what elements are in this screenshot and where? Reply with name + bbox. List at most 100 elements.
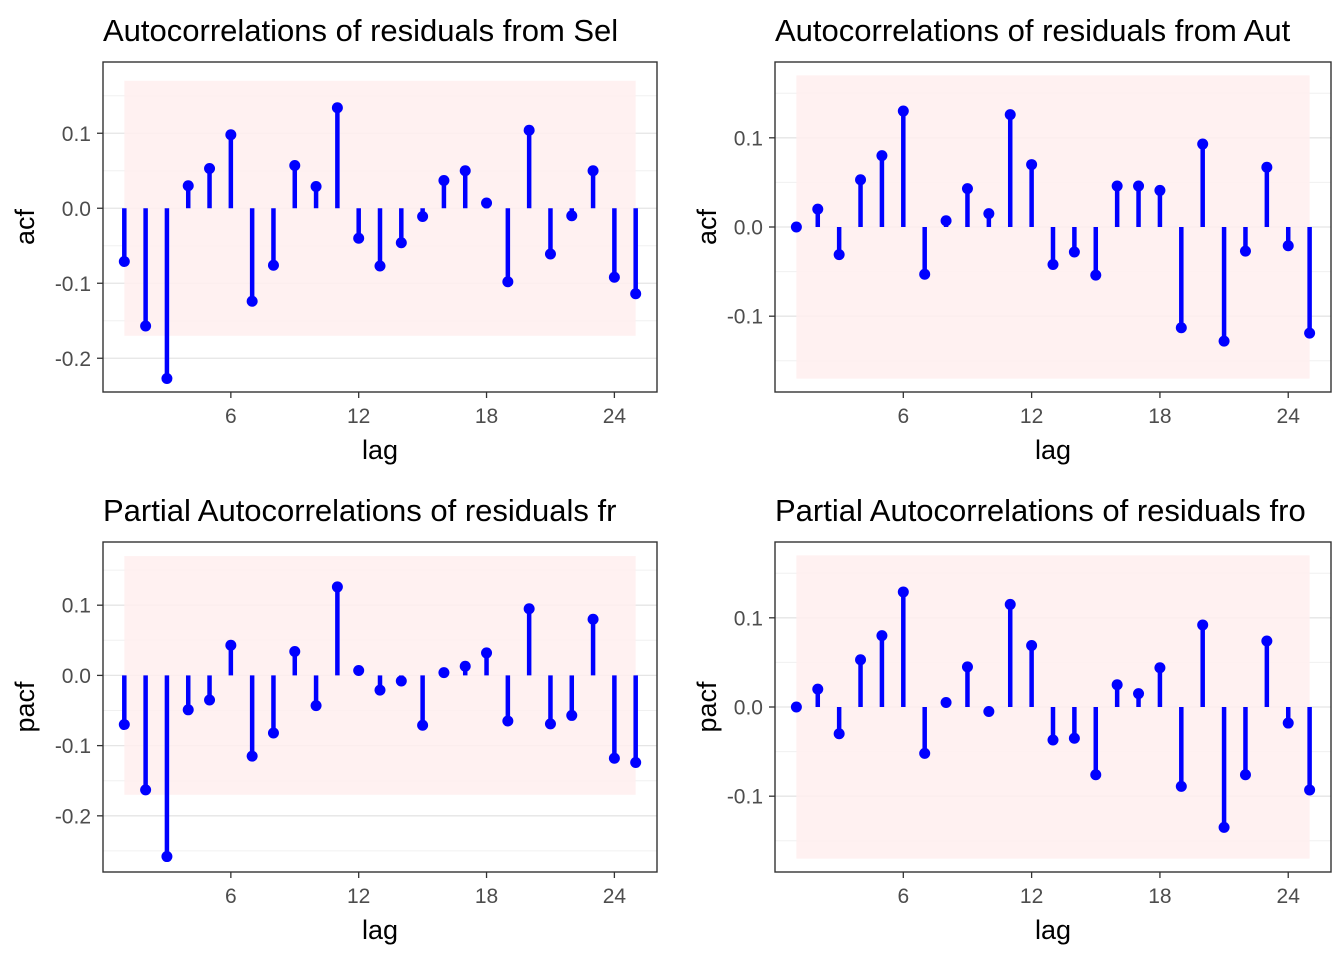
point-lag-17: [459, 660, 471, 672]
point-lag-15: [1090, 269, 1102, 281]
point-lag-21: [1218, 335, 1230, 347]
point-lag-6: [225, 129, 237, 141]
point-lag-5: [876, 150, 888, 162]
y-tick-label: -0.1: [55, 273, 91, 296]
point-lag-1: [790, 701, 802, 713]
point-lag-23: [1261, 635, 1273, 647]
x-tick-label: 6: [897, 885, 909, 908]
point-lag-24: [1282, 240, 1294, 252]
point-lag-7: [246, 295, 258, 307]
x-tick-label: 6: [225, 405, 237, 428]
point-lag-16: [438, 667, 450, 679]
x-tick-label: 12: [347, 405, 370, 428]
point-lag-13: [1047, 734, 1059, 746]
panel-4: 0.1 0.0 -0.1 6 12 18 24 lag pacf Partial Autocorr…: [692, 493, 1332, 945]
y-tick-label: 0.1: [734, 607, 763, 630]
point-lag-18: [1154, 662, 1166, 674]
y-tick-label: 0.1: [62, 123, 91, 146]
point-lag-3: [833, 249, 845, 261]
x-axis-title: lag: [362, 435, 398, 465]
point-lag-12: [1026, 159, 1038, 171]
point-lag-7: [246, 750, 258, 762]
point-lag-14: [1068, 732, 1080, 744]
point-lag-11: [1004, 109, 1016, 121]
point-lag-13: [374, 684, 386, 696]
x-tick-label: 24: [1277, 885, 1301, 908]
point-lag-17: [459, 165, 471, 177]
point-lag-17: [1133, 180, 1145, 192]
point-lag-2: [812, 203, 824, 215]
point-lag-4: [855, 654, 867, 666]
panel-frame: [102, 541, 658, 873]
y-tick-label: -0.1: [55, 735, 91, 758]
point-lag-18: [1154, 184, 1166, 196]
point-lag-2: [140, 320, 152, 332]
point-lag-3: [833, 728, 845, 740]
point-lag-16: [438, 175, 450, 186]
point-lag-6: [225, 639, 237, 651]
point-lag-9: [289, 160, 301, 171]
panel-3: 0.1 0.0 -0.1 -0.2 6 12 18 24 lag pacf Partial Auto…: [10, 493, 658, 945]
point-lag-23: [587, 165, 599, 177]
point-lag-21: [544, 248, 556, 260]
x-tick-label: 6: [897, 405, 909, 428]
y-axis-title: acf: [10, 208, 40, 245]
point-lag-2: [140, 784, 152, 796]
point-lag-13: [374, 260, 386, 272]
point-lag-20: [523, 124, 535, 136]
point-lag-7: [919, 268, 931, 280]
y-tick-label: -0.2: [55, 348, 91, 371]
point-lag-24: [1282, 717, 1294, 729]
point-lag-10: [310, 181, 322, 192]
point-lag-25: [630, 756, 642, 768]
point-lag-15: [1090, 769, 1102, 781]
panel-2: 0.1 0.0 -0.1 6 12 18 24 lag acf Autocorrelations …: [692, 13, 1332, 465]
x-tick-label: 18: [1148, 885, 1171, 908]
point-lag-12: [353, 232, 365, 244]
y-tick-label: -0.2: [55, 805, 91, 828]
point-lag-14: [395, 675, 407, 687]
x-axis-title: lag: [1035, 435, 1071, 465]
point-lag-2: [812, 683, 824, 695]
point-lag-8: [267, 259, 279, 271]
point-lag-14: [1068, 246, 1080, 258]
point-lag-3: [161, 851, 173, 863]
x-axis-title: lag: [362, 915, 398, 945]
point-lag-22: [1239, 769, 1251, 781]
point-lag-22: [566, 709, 578, 721]
chart-title: Partial Autocorrelations of residuals fr…: [775, 493, 1306, 528]
point-lag-25: [1304, 327, 1316, 339]
point-lag-19: [1175, 780, 1187, 792]
point-lag-1: [790, 221, 802, 233]
y-tick-label: 0.0: [62, 665, 91, 688]
x-tick-label: 24: [603, 405, 627, 428]
y-axis-title: pacf: [10, 681, 40, 733]
x-tick-label: 12: [347, 885, 370, 908]
x-tick-label: 24: [1277, 405, 1301, 428]
point-lag-24: [608, 752, 620, 764]
point-lag-7: [919, 747, 931, 759]
point-lag-22: [566, 210, 578, 222]
point-lag-9: [961, 183, 973, 195]
point-lag-3: [161, 373, 173, 384]
point-lag-4: [182, 704, 194, 716]
x-tick-label: 6: [225, 885, 237, 908]
point-lag-20: [1197, 619, 1209, 631]
point-lag-10: [310, 700, 322, 712]
point-lag-10: [983, 705, 995, 717]
x-tick-label: 24: [603, 885, 627, 908]
x-tick-label: 12: [1020, 405, 1043, 428]
point-lag-13: [1047, 258, 1059, 270]
y-tick-label: 0.0: [734, 697, 763, 720]
point-lag-1: [118, 256, 130, 267]
point-lag-6: [897, 586, 909, 598]
point-lag-4: [182, 180, 194, 192]
y-tick-label: 0.1: [62, 595, 91, 618]
point-lag-25: [630, 288, 642, 300]
point-lag-23: [587, 613, 599, 625]
point-lag-15: [417, 719, 429, 731]
point-lag-4: [855, 174, 867, 186]
point-lag-18: [481, 647, 493, 659]
point-lag-15: [417, 211, 429, 222]
